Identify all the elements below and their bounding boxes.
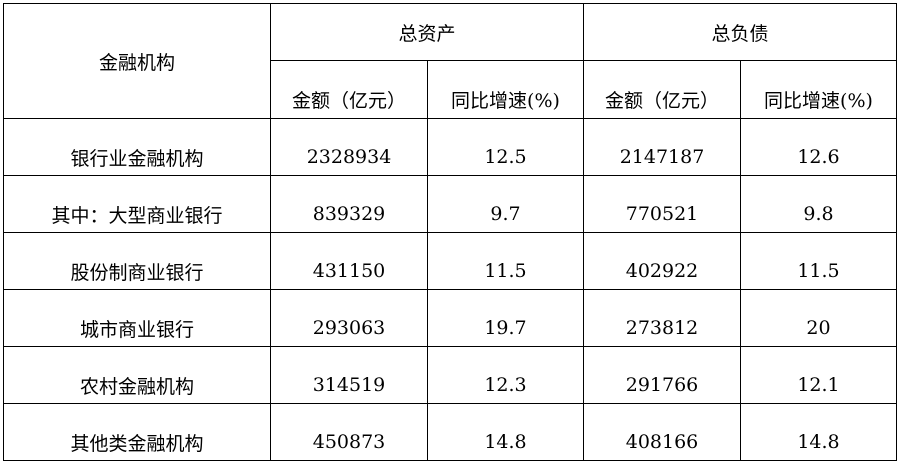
cell-assets: 314519 — [270, 346, 428, 404]
cell-text: 314519 — [312, 374, 386, 396]
header-institution-text: 金融机构 — [98, 51, 175, 74]
cell-name: 农村金融机构 — [3, 346, 271, 404]
cell-text: 11.5 — [484, 260, 527, 282]
cell-assets-growth: 12.5 — [427, 118, 584, 176]
header-liabilities-growth: 同比增速(%) — [740, 60, 897, 119]
cell-text: 273812 — [625, 317, 699, 339]
cell-text: 19.7 — [484, 317, 527, 339]
cell-name: 其中：大型商业银行 — [3, 175, 271, 233]
header-total-liabilities: 总负债 — [583, 3, 897, 61]
cell-assets: 2328934 — [270, 118, 428, 176]
financial-institutions-table: 金融机构 总资产 总负债 金额（亿元） 同比增速(%) 金额（亿元） 同比增速(… — [3, 3, 897, 461]
cell-text: 293063 — [312, 317, 386, 339]
header-assets-growth: 同比增速(%) — [427, 60, 584, 119]
header-liabilities-amount-text: 金额（亿元） — [604, 90, 719, 112]
cell-liabilities: 408166 — [583, 403, 741, 461]
cell-text: 431150 — [312, 260, 386, 282]
table-row: 股份制商业银行 431150 11.5 402922 11.5 — [3, 232, 897, 290]
cell-assets-growth: 9.7 — [427, 175, 584, 233]
cell-name: 其他类金融机构 — [3, 403, 271, 461]
cell-text: 城市商业银行 — [79, 318, 194, 341]
cell-liabilities: 2147187 — [583, 118, 741, 176]
cell-liabilities-growth: 12.6 — [740, 118, 897, 176]
table-row: 农村金融机构 314519 12.3 291766 12.1 — [3, 346, 897, 404]
cell-text: 2328934 — [306, 146, 392, 168]
cell-name: 股份制商业银行 — [3, 232, 271, 290]
cell-text: 12.1 — [797, 374, 840, 396]
cell-liabilities: 402922 — [583, 232, 741, 290]
cell-text: 839329 — [312, 203, 386, 225]
cell-text: 银行业金融机构 — [70, 147, 204, 170]
header-row-2: 金额（亿元） 同比增速(%) 金额（亿元） 同比增速(%) — [4, 60, 897, 119]
cell-assets-growth: 19.7 — [427, 289, 584, 347]
cell-text: 20 — [806, 317, 831, 339]
cell-text: 农村金融机构 — [79, 375, 194, 398]
cell-liabilities-growth: 11.5 — [740, 232, 897, 290]
cell-assets-growth: 11.5 — [427, 232, 584, 290]
cell-liabilities-growth: 20 — [740, 289, 897, 347]
cell-assets: 293063 — [270, 289, 428, 347]
cell-liabilities: 273812 — [583, 289, 741, 347]
cell-text: 450873 — [312, 431, 386, 453]
cell-text: 12.5 — [484, 146, 527, 168]
header-row-1: 金融机构 总资产 总负债 — [3, 3, 897, 119]
cell-text: 408166 — [625, 431, 699, 453]
header-liabilities-growth-text: 同比增速(%) — [764, 90, 873, 112]
cell-text: 12.6 — [797, 146, 840, 168]
table-row: 其中：大型商业银行 839329 9.7 770521 9.8 — [3, 175, 897, 233]
cell-text: 9.7 — [490, 203, 521, 225]
header-assets-amount: 金额（亿元） — [270, 60, 428, 119]
header-assets-amount-text: 金额（亿元） — [291, 90, 406, 112]
cell-liabilities: 770521 — [583, 175, 741, 233]
table-row: 城市商业银行 293063 19.7 273812 20 — [3, 289, 897, 347]
cell-text: 2147187 — [619, 146, 705, 168]
cell-text: 其他类金融机构 — [70, 432, 204, 455]
cell-text: 12.3 — [484, 374, 527, 396]
cell-text: 291766 — [625, 374, 699, 396]
table-row: 其他类金融机构 450873 14.8 408166 14.8 — [3, 403, 897, 461]
cell-liabilities-growth: 14.8 — [740, 403, 897, 461]
cell-text: 股份制商业银行 — [70, 261, 204, 284]
cell-name: 城市商业银行 — [3, 289, 271, 347]
cell-text: 14.8 — [484, 431, 527, 453]
cell-text: 其中：大型商业银行 — [51, 204, 223, 227]
header-total-assets: 总资产 — [270, 3, 584, 61]
cell-assets: 431150 — [270, 232, 428, 290]
cell-assets: 839329 — [270, 175, 428, 233]
cell-text: 14.8 — [797, 431, 840, 453]
cell-assets-growth: 14.8 — [427, 403, 584, 461]
table-row: 银行业金融机构 2328934 12.5 2147187 12.6 — [3, 118, 897, 176]
cell-text: 770521 — [625, 203, 699, 225]
cell-liabilities: 291766 — [583, 346, 741, 404]
header-liabilities-amount: 金额（亿元） — [583, 60, 741, 119]
cell-name: 银行业金融机构 — [3, 118, 271, 176]
header-institution: 金融机构 — [3, 3, 271, 119]
cell-text: 11.5 — [797, 260, 840, 282]
cell-assets: 450873 — [270, 403, 428, 461]
header-assets-growth-text: 同比增速(%) — [451, 90, 560, 112]
cell-text: 9.8 — [803, 203, 834, 225]
cell-text: 402922 — [625, 260, 699, 282]
cell-liabilities-growth: 9.8 — [740, 175, 897, 233]
cell-liabilities-growth: 12.1 — [740, 346, 897, 404]
cell-assets-growth: 12.3 — [427, 346, 584, 404]
